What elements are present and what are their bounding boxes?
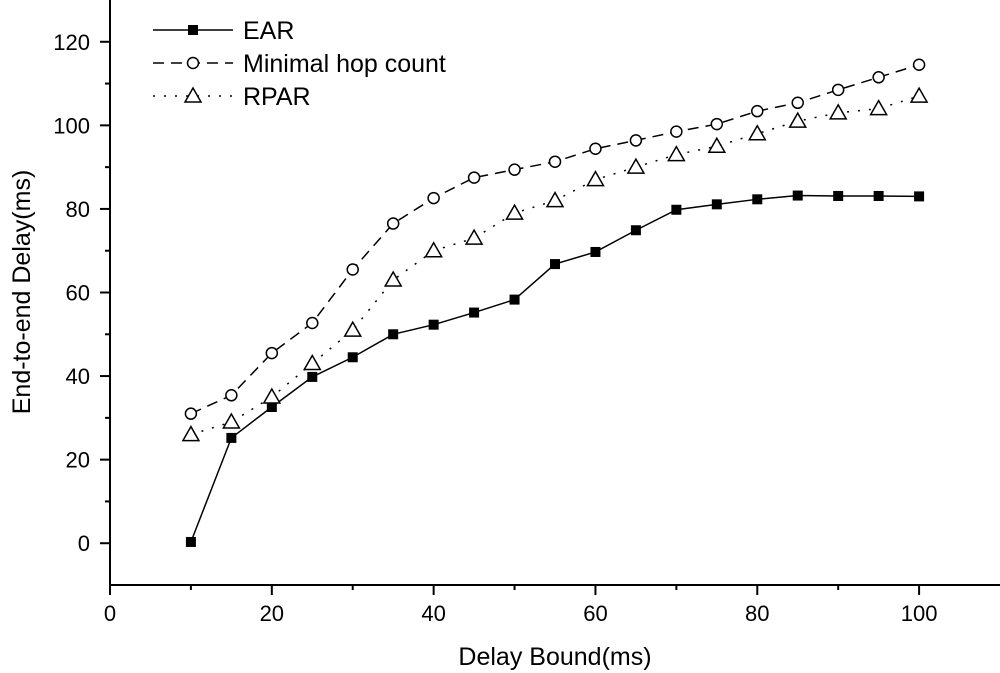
data-point-rpar bbox=[869, 99, 888, 116]
legend-item-minimal-hop-count: Minimal hop count bbox=[153, 50, 446, 78]
data-point-ear bbox=[185, 536, 196, 547]
data-point-minimal-hop-count bbox=[386, 217, 400, 230]
legend-label: EAR bbox=[243, 17, 294, 45]
data-point-ear bbox=[590, 246, 601, 257]
data-point-ear bbox=[347, 352, 358, 363]
data-point-minimal-hop-count bbox=[710, 117, 724, 131]
y-tick-label: 60 bbox=[66, 281, 90, 306]
y-tick-label: 0 bbox=[78, 531, 90, 556]
data-point-ear bbox=[873, 190, 884, 201]
data-point-rpar bbox=[909, 86, 929, 103]
x-axis-title: Delay Bound(ms) bbox=[458, 643, 651, 671]
series-layer bbox=[181, 58, 929, 547]
data-point-ear bbox=[792, 190, 803, 201]
legend-marker-rpar bbox=[183, 86, 203, 103]
data-point-minimal-hop-count bbox=[751, 104, 764, 118]
data-point-rpar bbox=[747, 124, 767, 141]
x-tick-label: 80 bbox=[745, 601, 769, 626]
data-point-ear bbox=[266, 401, 277, 412]
series-line-ear bbox=[190, 194, 920, 543]
x-tick-label: 100 bbox=[901, 601, 938, 626]
legend-label: Minimal hop count bbox=[243, 50, 446, 78]
data-point-minimal-hop-count bbox=[508, 163, 521, 176]
x-tick-label: 60 bbox=[583, 601, 607, 626]
legend-item-rpar: RPAR bbox=[153, 83, 311, 111]
data-point-rpar bbox=[586, 170, 605, 187]
data-point-rpar bbox=[828, 103, 848, 120]
data-point-minimal-hop-count bbox=[265, 346, 279, 360]
x-tick-label: 20 bbox=[260, 601, 284, 626]
y-tick-label: 100 bbox=[53, 113, 90, 138]
x-tick-label: 0 bbox=[104, 601, 116, 626]
legend-item-ear: EAR bbox=[153, 17, 294, 45]
data-point-ear bbox=[752, 194, 763, 205]
data-point-minimal-hop-count bbox=[629, 134, 643, 147]
y-tick-label: 40 bbox=[66, 364, 90, 389]
data-point-ear bbox=[307, 371, 318, 382]
data-point-rpar bbox=[505, 203, 524, 220]
data-point-rpar bbox=[707, 136, 727, 153]
data-point-minimal-hop-count bbox=[548, 155, 562, 168]
data-point-minimal-hop-count bbox=[670, 125, 683, 138]
y-tick-label: 120 bbox=[53, 30, 90, 55]
data-point-minimal-hop-count bbox=[912, 58, 926, 72]
data-point-ear bbox=[630, 225, 641, 236]
data-point-minimal-hop-count bbox=[467, 171, 481, 184]
data-point-rpar bbox=[222, 412, 241, 429]
legend-marker-ear bbox=[188, 25, 198, 35]
y-axis-title: End-to-end Delay(ms) bbox=[8, 170, 36, 415]
data-point-minimal-hop-count bbox=[306, 316, 319, 330]
data-point-minimal-hop-count bbox=[872, 71, 885, 84]
x-tick-label: 40 bbox=[421, 601, 445, 626]
data-point-rpar bbox=[464, 228, 484, 245]
data-point-rpar bbox=[788, 111, 808, 128]
data-point-minimal-hop-count bbox=[346, 263, 359, 276]
data-point-ear bbox=[711, 199, 722, 210]
data-point-minimal-hop-count bbox=[831, 83, 845, 97]
y-tick-label: 80 bbox=[66, 197, 90, 222]
legend-marker-minimal-hop-count bbox=[186, 56, 200, 70]
data-point-rpar bbox=[302, 354, 322, 371]
series-line-minimal-hop-count bbox=[190, 64, 920, 415]
data-point-ear bbox=[550, 259, 560, 270]
ticks bbox=[100, 40, 921, 595]
data-point-rpar bbox=[262, 387, 282, 404]
data-point-minimal-hop-count bbox=[427, 191, 440, 205]
data-point-ear bbox=[428, 319, 439, 330]
data-point-ear bbox=[914, 191, 925, 202]
data-point-ear bbox=[388, 329, 399, 340]
data-point-rpar bbox=[343, 320, 363, 337]
data-point-ear bbox=[226, 432, 237, 443]
series-ear bbox=[185, 190, 925, 547]
data-point-ear bbox=[833, 190, 844, 201]
data-point-rpar bbox=[181, 425, 201, 442]
legend: EAR Minimal hop count RPAR bbox=[153, 17, 446, 111]
data-point-rpar bbox=[545, 191, 565, 208]
tick-labels: 0 20 40 60 80 100 0 20 40 60 80 100 120 bbox=[53, 30, 937, 626]
data-point-rpar bbox=[424, 241, 443, 258]
data-point-ear bbox=[509, 294, 520, 305]
data-point-ear bbox=[671, 204, 682, 215]
y-tick-label: 20 bbox=[66, 448, 90, 473]
data-point-minimal-hop-count bbox=[225, 389, 238, 402]
data-point-minimal-hop-count bbox=[184, 407, 198, 420]
series-minimal-hop-count bbox=[184, 58, 926, 420]
data-point-rpar bbox=[626, 157, 646, 174]
data-point-minimal-hop-count bbox=[589, 142, 602, 156]
data-point-rpar bbox=[383, 270, 403, 287]
data-point-minimal-hop-count bbox=[791, 96, 804, 110]
data-point-ear bbox=[469, 307, 480, 318]
series-rpar bbox=[181, 86, 929, 442]
data-point-rpar bbox=[667, 145, 686, 162]
legend-label: RPAR bbox=[243, 83, 311, 111]
